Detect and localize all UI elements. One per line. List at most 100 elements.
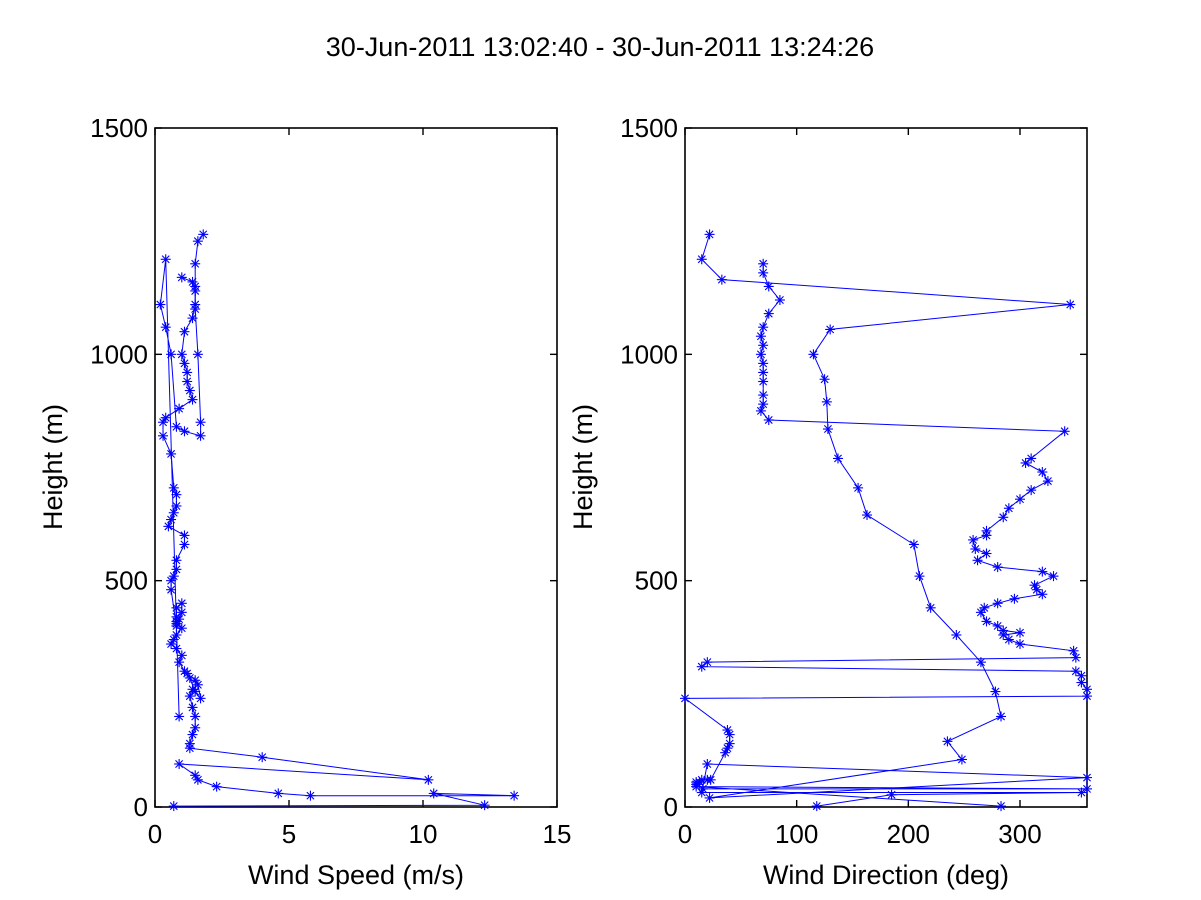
data-point-marker [1026, 485, 1037, 496]
data-point-marker [774, 295, 785, 306]
data-point-marker [187, 394, 198, 405]
data-point-marker [763, 308, 774, 319]
y-tick-label: 1500 [620, 113, 678, 143]
data-point-marker [190, 281, 201, 292]
data-point-marker [992, 562, 1003, 573]
data-point-marker [166, 575, 177, 586]
x-tick-label: 100 [775, 819, 818, 849]
data-point-marker [171, 643, 182, 654]
data-point-marker [195, 417, 206, 428]
data-point-marker [1037, 467, 1048, 478]
data-point-marker [174, 711, 185, 722]
data-point-marker [680, 693, 690, 704]
data-point-marker [908, 539, 919, 550]
right-ylabel: Height (m) [568, 404, 598, 530]
data-point-marker [942, 736, 953, 747]
data-point-marker [755, 349, 766, 360]
data-point-marker [832, 453, 843, 464]
data-point-marker [1076, 677, 1087, 688]
data-point-marker [174, 403, 185, 414]
data-point-marker [179, 539, 190, 550]
data-point-marker [763, 414, 774, 425]
x-tick-label: 10 [409, 819, 438, 849]
data-point-marker [862, 510, 873, 521]
data-point-marker [1068, 645, 1079, 656]
data-point-marker [951, 629, 962, 640]
data-point-marker [1082, 684, 1092, 695]
data-point-marker [975, 657, 986, 668]
data-point-marker [192, 349, 203, 360]
x-tick-label: 300 [998, 819, 1041, 849]
data-point-marker [704, 792, 715, 803]
right-markers [680, 229, 1092, 812]
data-point-marker [1082, 783, 1092, 794]
data-point-marker [979, 602, 990, 613]
data-point-marker [192, 236, 203, 247]
data-point-marker [696, 661, 707, 672]
data-point-marker [166, 349, 177, 360]
left-axes-box [154, 127, 558, 808]
data-point-marker [166, 448, 177, 459]
data-point-marker [160, 322, 171, 333]
left-ticks: 0 5 10 15 0 500 1000 1500 [90, 113, 571, 849]
data-point-marker [190, 304, 201, 315]
data-point-marker [190, 686, 201, 697]
data-point-marker [257, 752, 268, 763]
data-point-marker [811, 801, 822, 812]
data-point-marker [166, 584, 177, 595]
data-point-marker [1070, 652, 1081, 663]
data-point-marker [758, 258, 769, 269]
data-point-marker [176, 272, 187, 283]
right-subplot: 0 100 200 300 0 500 1000 1500 Wind Direction (d… [568, 113, 1092, 890]
data-point-marker [914, 571, 925, 582]
data-point-marker [190, 711, 201, 722]
data-point-marker [1029, 580, 1040, 591]
data-point-marker [179, 326, 190, 337]
data-point-marker [171, 602, 182, 613]
data-point-marker [1020, 457, 1031, 468]
data-point-marker [195, 693, 206, 704]
left-xlabel: Wind Speed (m/s) [248, 860, 464, 890]
x-tick-label: 200 [887, 819, 930, 849]
data-point-marker [758, 340, 769, 351]
left-subplot: 0 5 10 15 0 500 1000 1500 Wind Speed (m/s) Heig… [38, 113, 571, 890]
data-point-marker [990, 686, 1001, 697]
data-point-marker [758, 376, 769, 387]
data-point-marker [1037, 589, 1048, 600]
data-point-marker [1076, 670, 1087, 681]
data-point-marker [696, 774, 707, 785]
data-point-marker [171, 555, 182, 566]
data-point-marker [423, 774, 434, 785]
data-point-marker [190, 258, 201, 269]
data-point-marker [190, 722, 201, 733]
data-point-marker [182, 376, 193, 387]
data-point-marker [981, 548, 992, 559]
y-tick-label: 1000 [90, 339, 148, 369]
right-xlabel: Wind Direction (deg) [763, 860, 1009, 890]
data-point-marker [822, 424, 833, 435]
data-point-marker [176, 598, 187, 609]
series-line [701, 234, 1088, 807]
data-point-marker [763, 281, 774, 292]
data-point-marker [1015, 627, 1025, 638]
data-point-marker [176, 650, 187, 661]
data-point-marker [305, 790, 316, 801]
data-point-marker [705, 774, 716, 785]
data-point-marker [168, 482, 179, 493]
data-point-marker [716, 274, 727, 285]
data-point-marker [956, 754, 967, 765]
data-point-marker [968, 534, 979, 545]
data-point-marker [1015, 494, 1025, 505]
data-point-marker [1009, 593, 1020, 604]
data-point-marker [970, 543, 981, 554]
data-point-marker [187, 729, 198, 740]
data-point-marker [168, 801, 179, 812]
data-point-marker [211, 781, 222, 792]
data-point-marker [155, 299, 166, 310]
data-point-marker [758, 322, 769, 333]
data-point-marker [722, 725, 733, 736]
data-point-marker [428, 788, 439, 799]
data-point-marker [479, 800, 490, 811]
data-point-marker [179, 426, 190, 437]
data-point-marker [158, 430, 169, 441]
